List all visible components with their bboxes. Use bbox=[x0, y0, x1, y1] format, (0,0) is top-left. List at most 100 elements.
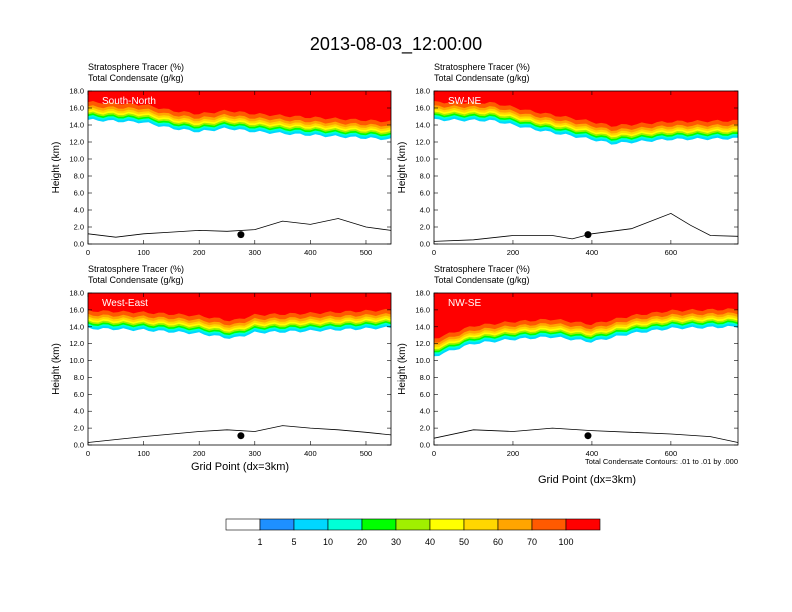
y-tick-label: 2.0 bbox=[74, 223, 84, 232]
plot-area bbox=[434, 91, 738, 244]
y-axis-label: Height (km) bbox=[397, 142, 408, 194]
y-tick-label: 6.0 bbox=[420, 390, 430, 399]
panel-label-tracer: Stratosphere Tracer (%) bbox=[434, 62, 530, 72]
panel-sw-ne: 0.0 2.0 4.0 6.0 8.0 10.0 12.0 14.0 16.0 18.0 0 200 4… bbox=[397, 62, 739, 257]
y-tick-label: 0.0 bbox=[420, 441, 430, 450]
panels: 0.0 2.0 4.0 6.0 8.0 10.0 12.0 14.0 16.0 18.0 0 100 2… bbox=[51, 62, 739, 458]
plot-frame bbox=[433, 90, 739, 245]
panel-label-condensate: Total Condensate (g/kg) bbox=[434, 73, 530, 83]
colorbar-label: 50 bbox=[459, 537, 469, 547]
panel-south-north: 0.0 2.0 4.0 6.0 8.0 10.0 12.0 14.0 16.0 18.0 0 100 2… bbox=[51, 62, 392, 257]
x-tick-label: 0 bbox=[432, 248, 436, 257]
x-tick-label: 200 bbox=[193, 449, 206, 458]
panel-label-condensate: Total Condensate (g/kg) bbox=[88, 73, 184, 83]
x-axis-label-right: Grid Point (dx=3km) bbox=[538, 474, 636, 486]
x-tick-label: 100 bbox=[137, 248, 150, 257]
location-marker bbox=[237, 231, 245, 239]
x-tick-label: 0 bbox=[432, 449, 436, 458]
y-axis-label: Height (km) bbox=[51, 343, 62, 395]
y-tick-label: 14.0 bbox=[415, 322, 430, 331]
y-tick-label: 4.0 bbox=[420, 206, 430, 215]
panel-name: South-North bbox=[102, 96, 156, 107]
y-tick-label: 4.0 bbox=[74, 407, 84, 416]
colorbar-swatch bbox=[497, 518, 533, 531]
x-tick-label: 600 bbox=[665, 248, 678, 257]
y-tick-label: 10.0 bbox=[415, 356, 430, 365]
x-tick-label: 500 bbox=[360, 248, 373, 257]
colorbar-label: 70 bbox=[527, 537, 537, 547]
panel-label-tracer: Stratosphere Tracer (%) bbox=[88, 264, 184, 274]
colorbar-swatch bbox=[225, 518, 261, 531]
y-tick-label: 6.0 bbox=[74, 189, 84, 198]
y-tick-label: 2.0 bbox=[420, 424, 430, 433]
panel-name: NW-SE bbox=[448, 298, 481, 309]
x-tick-label: 300 bbox=[249, 449, 262, 458]
x-tick-label: 400 bbox=[304, 248, 317, 257]
y-tick-label: 8.0 bbox=[420, 373, 430, 382]
y-tick-label: 18.0 bbox=[69, 289, 84, 298]
colorbar-label: 40 bbox=[425, 537, 435, 547]
x-tick-label: 100 bbox=[137, 449, 150, 458]
colorbar-label: 5 bbox=[291, 537, 296, 547]
y-tick-label: 10.0 bbox=[69, 155, 84, 164]
terrain-line bbox=[434, 212, 738, 242]
panel-label-tracer: Stratosphere Tracer (%) bbox=[88, 62, 184, 72]
colorbar-swatch bbox=[293, 518, 329, 531]
y-tick-label: 14.0 bbox=[415, 121, 430, 130]
y-tick-label: 12.0 bbox=[69, 138, 84, 147]
plot-frame bbox=[433, 292, 739, 446]
location-marker bbox=[584, 231, 592, 239]
y-tick-label: 12.0 bbox=[415, 339, 430, 348]
y-tick-label: 2.0 bbox=[74, 424, 84, 433]
x-tick-label: 300 bbox=[249, 248, 262, 257]
y-axis-label: Height (km) bbox=[51, 142, 62, 194]
contour-note: Total Condensate Contours: .01 to .01 by… bbox=[585, 457, 738, 466]
y-tick-label: 4.0 bbox=[420, 407, 430, 416]
y-tick-label: 10.0 bbox=[69, 356, 84, 365]
y-tick-label: 16.0 bbox=[69, 104, 84, 113]
x-tick-label: 400 bbox=[304, 449, 317, 458]
terrain-line bbox=[434, 427, 738, 443]
y-tick-label: 0.0 bbox=[74, 240, 84, 249]
y-tick-label: 0.0 bbox=[420, 240, 430, 249]
y-tick-label: 12.0 bbox=[415, 138, 430, 147]
colorbar-swatch bbox=[395, 518, 431, 531]
x-axis-label-left: Grid Point (dx=3km) bbox=[191, 461, 289, 473]
x-tick-label: 0 bbox=[86, 449, 90, 458]
plot-area bbox=[88, 293, 391, 445]
colorbar-swatch bbox=[531, 518, 567, 531]
panel-name: SW-NE bbox=[448, 96, 481, 107]
y-tick-label: 6.0 bbox=[420, 189, 430, 198]
y-tick-label: 8.0 bbox=[74, 373, 84, 382]
colorbar-swatch bbox=[463, 518, 499, 531]
figure-title: 2013-08-03_12:00:00 bbox=[310, 34, 482, 55]
plot-frame bbox=[87, 292, 392, 446]
y-axis-label: Height (km) bbox=[397, 343, 408, 395]
colorbar-swatch bbox=[259, 518, 295, 531]
y-tick-label: 0.0 bbox=[74, 441, 84, 450]
colorbar-label: 10 bbox=[323, 537, 333, 547]
terrain-line bbox=[88, 218, 391, 238]
panel-name: West-East bbox=[102, 298, 148, 309]
panel-west-east: 0.0 2.0 4.0 6.0 8.0 10.0 12.0 14.0 16.0 18.0 0 100 2… bbox=[51, 264, 392, 458]
y-tick-label: 4.0 bbox=[74, 206, 84, 215]
y-tick-label: 6.0 bbox=[74, 390, 84, 399]
x-tick-label: 500 bbox=[360, 449, 373, 458]
x-tick-label: 400 bbox=[586, 248, 599, 257]
colorbar-label: 100 bbox=[558, 537, 573, 547]
tracer-band-8 bbox=[88, 293, 391, 322]
location-marker bbox=[584, 432, 592, 440]
colorbar-swatch bbox=[361, 518, 397, 531]
y-tick-label: 8.0 bbox=[420, 172, 430, 181]
colorbar-label: 20 bbox=[357, 537, 367, 547]
y-tick-label: 14.0 bbox=[69, 121, 84, 130]
x-tick-label: 400 bbox=[586, 449, 599, 458]
tracer-band-8 bbox=[434, 293, 738, 339]
panel-label-condensate: Total Condensate (g/kg) bbox=[434, 275, 530, 285]
y-tick-label: 14.0 bbox=[69, 322, 84, 331]
y-tick-label: 16.0 bbox=[69, 305, 84, 314]
y-tick-label: 8.0 bbox=[74, 172, 84, 181]
colorbar-swatch bbox=[565, 518, 601, 531]
colorbar-swatch bbox=[327, 518, 363, 531]
